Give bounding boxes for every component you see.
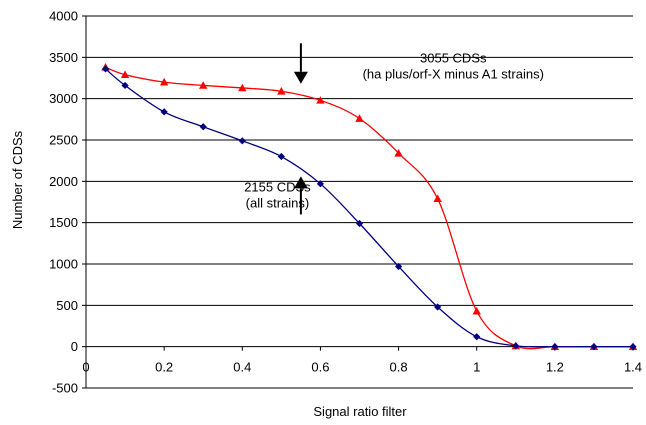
annotation-text: (ha plus/orf-X minus A1 strains) [363, 66, 544, 81]
x-tick-label: 0 [82, 360, 89, 375]
data-point-triangle [433, 194, 442, 203]
data-point-triangle [199, 81, 208, 89]
gridlines [86, 15, 633, 389]
y-tick-labels: -500 0 500 1000 1500 2000 2500 3000 3500 4000 [49, 9, 78, 396]
y-tick-label: -500 [52, 381, 78, 396]
y-axis-title: Number of CDSs [10, 130, 25, 229]
data-point-triangle [120, 70, 130, 79]
y-tick-label: 3000 [49, 91, 78, 106]
data-point-diamond [121, 81, 129, 90]
axes [82, 15, 634, 389]
data-point-triangle [472, 306, 481, 315]
annotation-text: 2155 CDSs [244, 179, 311, 194]
data-point-triangle [394, 149, 403, 157]
data-point-diamond [473, 333, 481, 341]
annotations: 3055 CDSs(ha plus/orf-X minus A1 strains… [244, 43, 544, 215]
x-tick-label: 1 [473, 360, 480, 375]
x-tick-label: 1.2 [546, 360, 564, 375]
y-tick-label: 0 [71, 339, 78, 354]
y-tick-label: 3500 [49, 50, 78, 65]
data-point-diamond [199, 123, 207, 131]
annotation-text: 3055 CDSs [420, 50, 487, 65]
annotation-arrow-head [293, 176, 308, 189]
annotation-text: (all strains) [246, 195, 310, 210]
series-line [105, 66, 633, 350]
data-point-diamond [355, 219, 364, 228]
y-tick-label: 4000 [49, 9, 78, 24]
data-point-triangle [159, 77, 169, 86]
y-tick-label: 500 [56, 298, 78, 313]
data-point-diamond [512, 342, 520, 350]
data-point-diamond [551, 343, 559, 351]
y-tick-label: 2000 [49, 174, 78, 189]
y-tick-label: 2500 [49, 133, 78, 148]
annotation-arrow-head [293, 71, 308, 84]
data-point-triangle [238, 83, 247, 92]
x-tick-labels: 0 0.2 0.4 0.6 0.8 1 1.2 1.4 [82, 360, 642, 375]
data-point-diamond [277, 152, 285, 161]
x-tick-label: 0.4 [233, 360, 251, 375]
data-point-diamond [316, 180, 325, 188]
x-axis-title: Signal ratio filter [313, 404, 407, 419]
data-point-diamond [629, 343, 637, 351]
x-tick-label: 0.8 [390, 360, 408, 375]
y-tick-label: 1000 [49, 257, 78, 272]
data-point-triangle [277, 87, 286, 95]
x-tick-label: 0.2 [155, 360, 173, 375]
data-point-diamond [394, 262, 403, 271]
data-point-diamond [434, 303, 442, 311]
series-layer [101, 63, 638, 351]
data-point-triangle [316, 96, 325, 104]
data-point-diamond [101, 65, 110, 73]
x-tick-label: 1.4 [624, 360, 642, 375]
data-point-triangle [355, 114, 364, 122]
data-point-diamond [238, 137, 246, 145]
y-tick-label: 1500 [49, 215, 78, 230]
data-point-diamond [160, 108, 168, 116]
data-point-diamond [590, 343, 598, 351]
x-tick-label: 0.6 [311, 360, 329, 375]
